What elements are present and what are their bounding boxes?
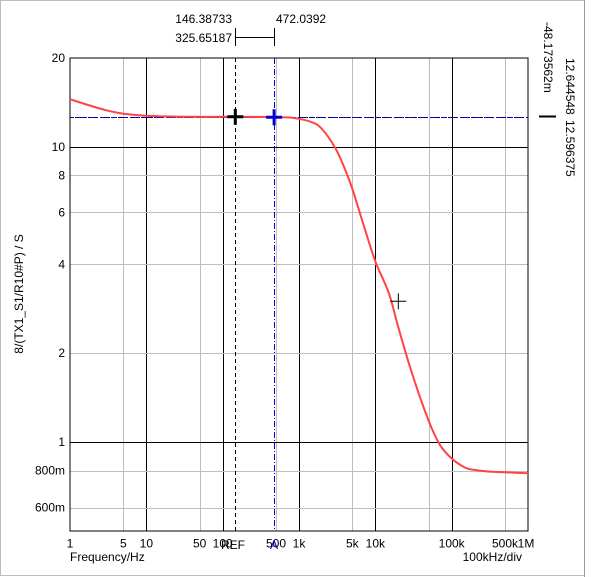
readout-a-x: 472.0392	[276, 12, 326, 26]
x-div-label: 100kHz/div	[463, 550, 522, 564]
x-axis-label: Frequency/Hz	[70, 550, 145, 564]
readout-ref-y: 12.644548	[563, 58, 577, 115]
ref-crosshair	[227, 108, 244, 125]
x-tick-label: 100k	[439, 536, 466, 550]
a-crosshair	[266, 109, 283, 126]
readout-ref-x: 146.38733	[175, 12, 232, 26]
x-tick-label: 5k	[346, 536, 360, 550]
y-tick-label: 6	[58, 205, 65, 219]
readout-delta-y: -48.173562m	[541, 22, 555, 93]
y-tick-label: 20	[52, 51, 66, 65]
cursor-label-a[interactable]: A	[270, 538, 278, 552]
y-tick-label: 800m	[35, 464, 65, 478]
x-tick-label: 500	[266, 536, 286, 550]
y-tick-label: 2	[58, 346, 65, 360]
y-tick-label: 10	[52, 140, 66, 154]
y-tick-label: 600m	[35, 501, 65, 515]
y-tick-label: 4	[58, 257, 65, 271]
x-tick-label: 1	[67, 536, 74, 550]
readout-delta-x: 325.65187	[175, 31, 232, 45]
x-tick-label: 100	[213, 536, 233, 550]
series-layer	[69, 98, 529, 475]
cursor-layer[interactable]	[70, 58, 528, 531]
y-tick-label: 8	[58, 168, 65, 182]
x-tick-label: 500k	[492, 536, 519, 550]
x-tick-label: 1M	[518, 536, 535, 550]
y-tick-label: 1	[58, 435, 65, 449]
x-tick-label: 10k	[366, 536, 386, 550]
x-tick-label: 5	[120, 536, 127, 550]
x-tick-labels: 1 5 10 50 100 500 1k 5k 10k 100k 500k 1M	[67, 536, 535, 550]
curve-marker	[390, 293, 407, 310]
marker-layer	[227, 108, 407, 310]
y-tick-labels: 20 10 8 6 4 2 1 800m 600m	[35, 51, 65, 515]
readout-a-y: 12.596375	[563, 120, 577, 177]
x-tick-label: 50	[193, 536, 207, 550]
delta-x-bracket	[235, 28, 275, 46]
grid-lines	[70, 58, 528, 531]
series-line	[69, 98, 529, 475]
cursor-label-ref[interactable]: REF	[221, 538, 245, 552]
x-tick-label: 1k	[293, 536, 307, 550]
y-axis-label: 8/(TX1_S1/R10#P) / S	[12, 234, 26, 353]
x-tick-label: 10	[140, 536, 154, 550]
plot-area	[69, 57, 529, 532]
